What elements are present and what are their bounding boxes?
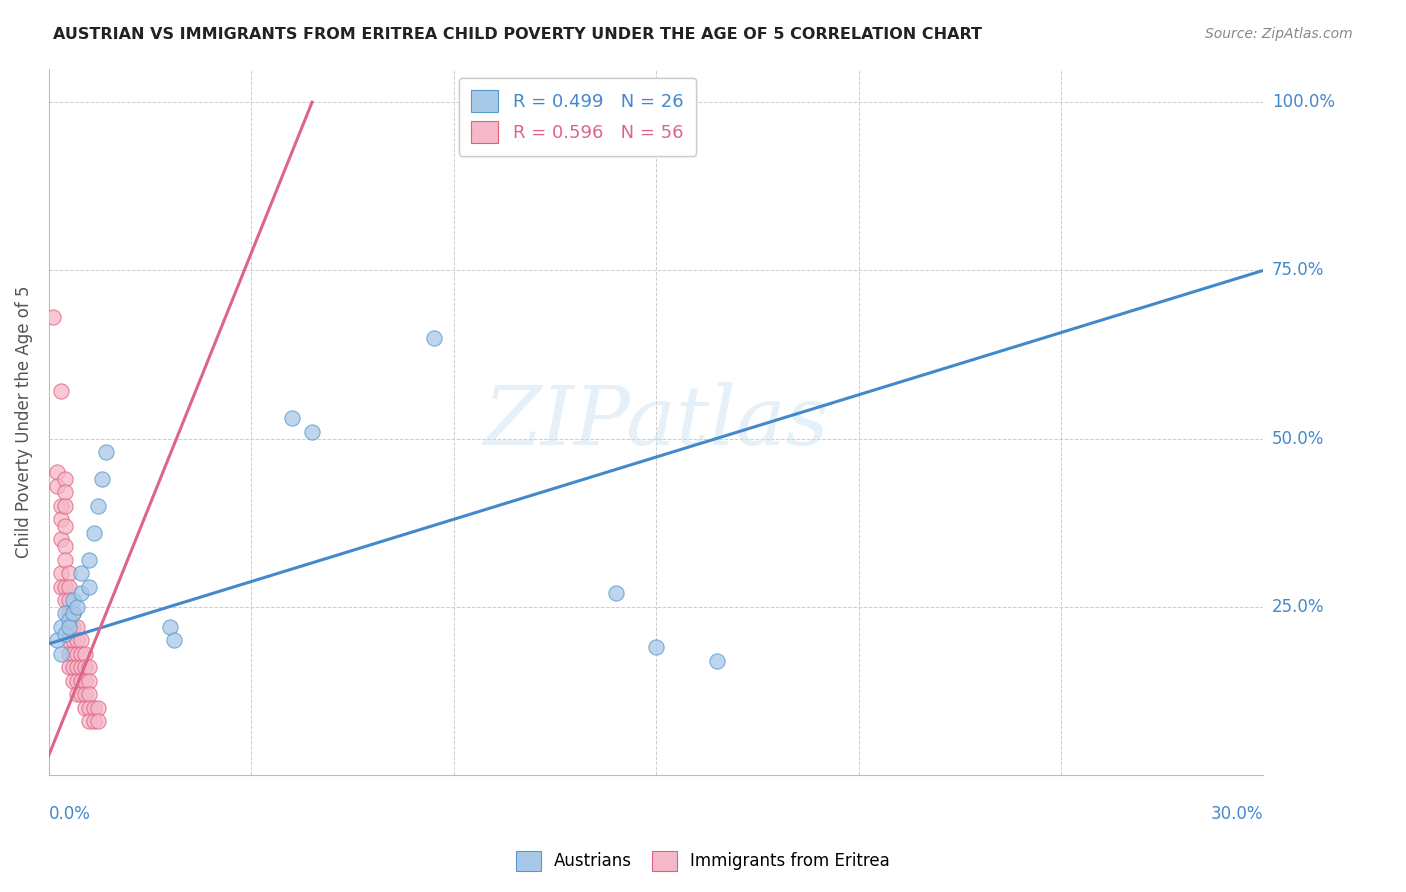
Text: Source: ZipAtlas.com: Source: ZipAtlas.com [1205, 27, 1353, 41]
Point [66, 673, 89, 688]
Point [79, 673, 101, 688]
Text: ZIPatlas: ZIPatlas [484, 382, 830, 462]
Point [706, 654, 728, 668]
Point [79, 660, 101, 674]
Point [58, 620, 80, 634]
Point [62, 647, 84, 661]
Point [70, 660, 93, 674]
Point [70, 633, 93, 648]
Text: 100.0%: 100.0% [1272, 93, 1334, 112]
Point [49, 647, 72, 661]
Point [53, 580, 76, 594]
Text: 75.0%: 75.0% [1272, 261, 1324, 279]
Point [58, 660, 80, 674]
Point [79, 714, 101, 728]
Point [53, 539, 76, 553]
Point [53, 499, 76, 513]
Point [66, 660, 89, 674]
Point [94, 445, 117, 459]
Point [645, 640, 668, 654]
Point [53, 485, 76, 500]
Point [58, 607, 80, 621]
Point [79, 687, 101, 701]
Point [53, 607, 76, 621]
Point [58, 580, 80, 594]
Point [301, 425, 323, 439]
Point [62, 633, 84, 648]
Point [86, 714, 108, 728]
Point [49, 580, 72, 594]
Text: 30.0%: 30.0% [1211, 805, 1264, 823]
Point [49, 566, 72, 580]
Point [49, 384, 72, 399]
Point [53, 626, 76, 640]
Point [605, 586, 627, 600]
Point [70, 673, 93, 688]
Legend: Austrians, Immigrants from Eritrea: Austrians, Immigrants from Eritrea [508, 842, 898, 880]
Point [49, 533, 72, 547]
Point [58, 633, 80, 648]
Point [58, 613, 80, 627]
Text: AUSTRIAN VS IMMIGRANTS FROM ERITREA CHILD POVERTY UNDER THE AGE OF 5 CORRELATION: AUSTRIAN VS IMMIGRANTS FROM ERITREA CHIL… [53, 27, 983, 42]
Point [66, 599, 89, 614]
Point [53, 552, 76, 566]
Point [163, 633, 186, 648]
Point [90, 472, 112, 486]
Text: 50.0%: 50.0% [1272, 430, 1324, 448]
Point [83, 714, 105, 728]
Point [70, 566, 93, 580]
Point [58, 593, 80, 607]
Point [79, 700, 101, 714]
Point [62, 593, 84, 607]
Point [53, 593, 76, 607]
Point [46, 478, 69, 492]
Point [66, 647, 89, 661]
Point [75, 647, 97, 661]
Point [75, 660, 97, 674]
Point [79, 552, 101, 566]
Point [70, 647, 93, 661]
Point [53, 472, 76, 486]
Point [281, 411, 304, 425]
Point [83, 525, 105, 540]
Point [75, 687, 97, 701]
Point [75, 700, 97, 714]
Point [66, 620, 89, 634]
Point [86, 700, 108, 714]
Point [46, 465, 69, 479]
Point [66, 687, 89, 701]
Point [66, 633, 89, 648]
Point [62, 620, 84, 634]
Text: 25.0%: 25.0% [1272, 598, 1324, 615]
Point [49, 499, 72, 513]
Point [75, 673, 97, 688]
Point [422, 331, 444, 345]
Point [53, 519, 76, 533]
Point [70, 586, 93, 600]
Point [79, 580, 101, 594]
Point [49, 620, 72, 634]
Point [62, 673, 84, 688]
Legend: R = 0.499   N = 26, R = 0.596   N = 56: R = 0.499 N = 26, R = 0.596 N = 56 [458, 78, 696, 156]
Point [58, 566, 80, 580]
Point [86, 499, 108, 513]
Point [49, 512, 72, 526]
Y-axis label: Child Poverty Under the Age of 5: Child Poverty Under the Age of 5 [15, 285, 32, 558]
Point [62, 660, 84, 674]
Point [62, 607, 84, 621]
Point [42, 310, 65, 325]
Point [62, 607, 84, 621]
Point [58, 620, 80, 634]
Point [46, 633, 69, 648]
Point [83, 700, 105, 714]
Point [70, 687, 93, 701]
Text: 0.0%: 0.0% [49, 805, 91, 823]
Point [58, 647, 80, 661]
Point [159, 620, 181, 634]
